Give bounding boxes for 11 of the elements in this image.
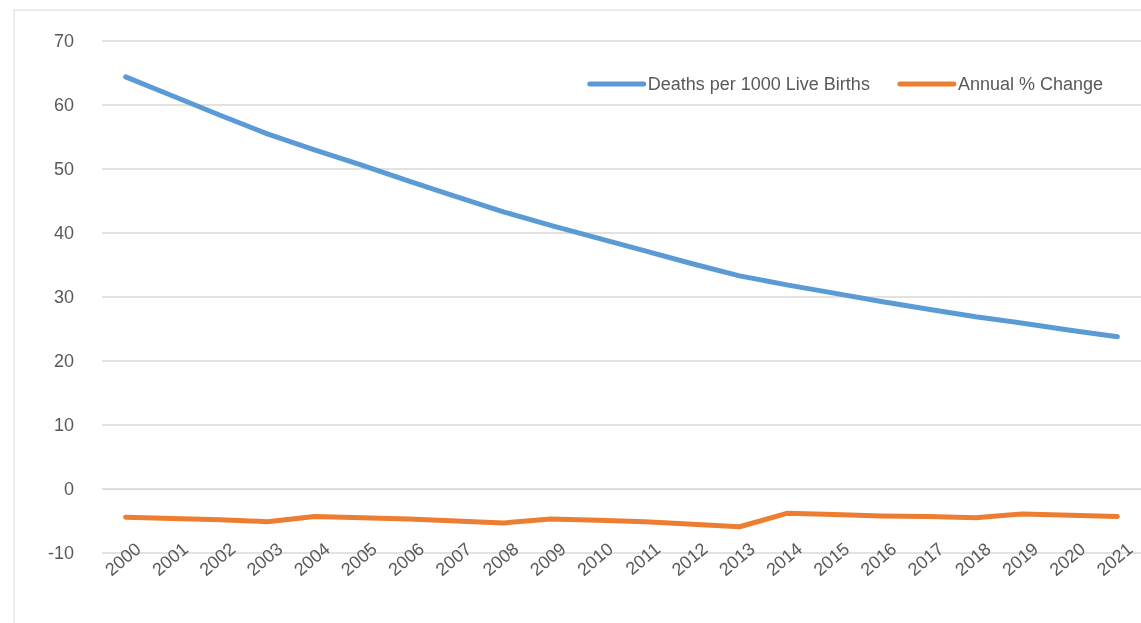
legend-label: Deaths per 1000 Live Births (647, 74, 870, 95)
y-tick-label: 0 (63, 479, 74, 500)
y-tick-label: 40 (53, 223, 74, 244)
y-tick-label: 50 (53, 159, 74, 180)
y-tick-label: 20 (53, 351, 74, 372)
y-tick-label: 30 (53, 287, 74, 308)
y-tick-label: -10 (47, 543, 74, 564)
y-tick-label: 60 (53, 95, 74, 116)
legend-label: Annual % Change (957, 74, 1103, 95)
y-tick-label: 10 (53, 415, 74, 436)
y-tick-label: 70 (53, 31, 74, 52)
